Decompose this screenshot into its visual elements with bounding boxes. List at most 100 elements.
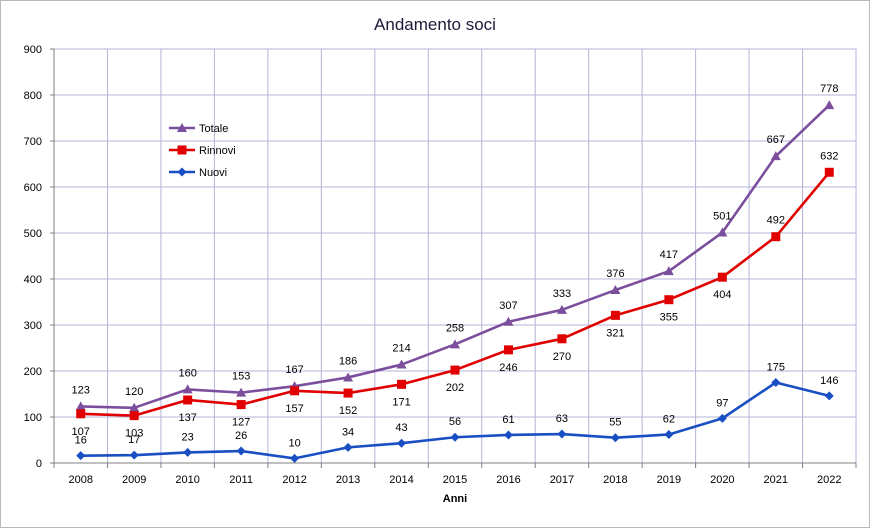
legend-label-rinnovi: Rinnovi [199, 145, 236, 157]
data-point-totale [450, 339, 460, 349]
data-label-totale: 167 [285, 364, 303, 376]
data-point-rinnovi [290, 386, 300, 396]
data-point-rinnovi [343, 388, 353, 398]
data-label-totale: 258 [446, 322, 464, 334]
data-label-nuovi: 26 [235, 430, 247, 442]
data-label-totale: 501 [713, 211, 731, 223]
data-label-rinnovi: 137 [178, 412, 196, 424]
y-tick-label: 400 [24, 274, 42, 286]
data-point-nuovi [824, 391, 834, 401]
data-point-totale [717, 227, 728, 237]
x-tick-label: 2021 [764, 474, 788, 486]
data-label-totale: 123 [72, 384, 90, 396]
data-label-totale: 153 [232, 371, 250, 383]
data-label-nuovi: 55 [609, 417, 621, 429]
x-tick-label: 2010 [175, 474, 199, 486]
data-point-totale [770, 151, 781, 161]
data-point-nuovi [610, 433, 620, 443]
data-point-nuovi [557, 429, 567, 439]
data-label-totale: 333 [553, 288, 571, 300]
data-point-rinnovi [183, 395, 193, 405]
x-tick-label: 2017 [550, 474, 574, 486]
data-label-totale: 214 [392, 343, 410, 355]
x-tick-label: 2009 [122, 474, 146, 486]
legend-marker-rinnovi [177, 145, 187, 155]
data-point-nuovi [343, 442, 353, 452]
data-label-rinnovi: 492 [767, 215, 785, 227]
data-label-nuovi: 62 [663, 413, 675, 425]
y-tick-label: 100 [24, 412, 42, 424]
data-label-nuovi: 23 [182, 431, 194, 443]
data-label-nuovi: 34 [342, 426, 354, 438]
data-point-rinnovi [557, 334, 567, 344]
data-point-nuovi [717, 413, 727, 423]
legend: Totale Rinnovi Nuovi [169, 123, 236, 179]
data-point-nuovi [503, 430, 513, 440]
data-point-nuovi [183, 447, 193, 457]
data-point-rinnovi [824, 167, 834, 177]
data-point-nuovi [771, 378, 781, 387]
x-tick-label: 2019 [657, 474, 681, 486]
data-point-rinnovi [771, 232, 781, 242]
data-point-nuovi [76, 451, 86, 461]
data-label-nuovi: 10 [288, 437, 300, 449]
data-label-rinnovi: 404 [713, 289, 731, 301]
data-label-nuovi: 61 [502, 414, 514, 426]
data-label-totale: 186 [339, 355, 357, 367]
data-point-nuovi [290, 453, 300, 463]
data-point-totale [556, 304, 567, 314]
x-tick-label: 2015 [443, 474, 467, 486]
data-point-totale [503, 316, 514, 326]
data-point-rinnovi [610, 310, 620, 320]
data-label-nuovi: 17 [128, 434, 140, 446]
data-point-totale [75, 401, 86, 411]
data-label-totale: 778 [820, 83, 838, 95]
legend-marker-totale [177, 123, 187, 132]
legend-marker-nuovi [177, 167, 187, 177]
x-tick-label: 2018 [603, 474, 627, 486]
series-lines [75, 100, 835, 463]
data-label-rinnovi: 157 [285, 403, 303, 415]
data-point-totale [396, 359, 407, 369]
data-label-totale: 160 [178, 367, 196, 379]
data-point-rinnovi [450, 365, 460, 375]
data-point-rinnovi [664, 295, 674, 305]
data-point-nuovi [397, 438, 407, 448]
x-tick-label: 2012 [282, 474, 306, 486]
data-label-nuovi: 56 [449, 416, 461, 428]
data-point-rinnovi [76, 409, 86, 419]
data-label-rinnovi: 107 [72, 426, 90, 438]
data-point-totale [343, 372, 354, 382]
data-point-rinnovi [397, 379, 407, 389]
y-axis-ticks: 0 100 200 300 400 500 600 700 800 900 [24, 44, 55, 470]
data-label-rinnovi: 246 [499, 362, 517, 374]
x-axis-title: Anni [443, 493, 467, 505]
data-point-nuovi [664, 429, 674, 439]
data-label-rinnovi: 152 [339, 405, 357, 417]
data-label-totale: 417 [660, 249, 678, 261]
x-axis-ticks: 2008 2009 2010 2011 2012 2013 2014 2015 2016 2017… [53, 462, 857, 486]
data-label-rinnovi: 171 [392, 396, 410, 408]
data-point-nuovi [236, 446, 246, 456]
data-label-rinnovi: 103 [125, 428, 143, 440]
data-point-rinnovi [503, 345, 513, 355]
data-label-nuovi: 146 [820, 375, 838, 387]
data-label-nuovi: 43 [395, 422, 407, 434]
data-label-rinnovi: 202 [446, 382, 464, 394]
data-point-nuovi [450, 432, 460, 442]
data-point-totale [663, 266, 674, 276]
x-tick-label: 2011 [229, 474, 253, 486]
data-point-rinnovi [236, 400, 246, 410]
data-label-rinnovi: 321 [606, 327, 624, 339]
data-label-rinnovi: 632 [820, 150, 838, 162]
y-tick-label: 600 [24, 182, 42, 194]
legend-label-totale: Totale [199, 123, 228, 135]
data-point-rinnovi [717, 272, 727, 282]
data-label-rinnovi: 355 [660, 312, 678, 324]
y-tick-label: 200 [24, 366, 42, 378]
y-tick-label: 700 [24, 136, 42, 148]
x-tick-label: 2008 [68, 474, 92, 486]
x-tick-label: 2022 [817, 474, 841, 486]
